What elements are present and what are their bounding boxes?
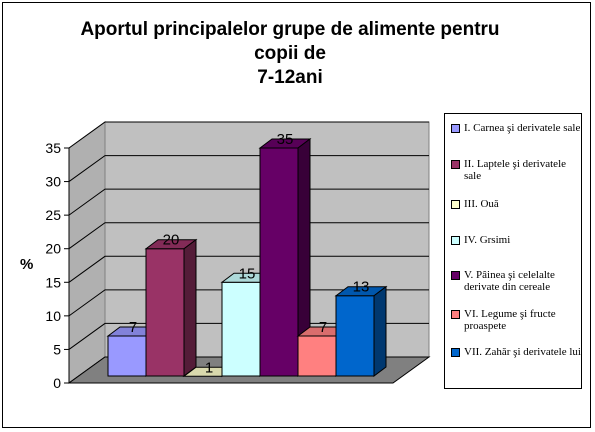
- y-tick-label-25: 25: [45, 207, 61, 223]
- bar-side-2: [183, 238, 197, 377]
- bar-front-5: [259, 147, 299, 377]
- gridline-10: [68, 289, 429, 317]
- legend-label-5: V. Pâinea şi celelalte derivate din cere…: [464, 269, 555, 293]
- legend-label-3: III. Ouă: [464, 198, 499, 210]
- chart-title-line-2: copii de: [254, 43, 326, 64]
- legend-swatch-4: [451, 236, 460, 245]
- data-label-2: 20: [163, 232, 180, 249]
- legend-swatch-3: [451, 200, 460, 209]
- legend-label-7: VII. Zahăr şi derivatele lui: [464, 346, 581, 358]
- legend-label-2: II. Laptele şi derivatele sale: [464, 158, 567, 182]
- y-axis-label: %: [20, 256, 34, 273]
- chart-title-line-1: Aportul principalelor grupe de alimente …: [80, 19, 500, 40]
- y-tick-label-0: 0: [53, 375, 61, 391]
- bar-front-2: [145, 248, 185, 377]
- legend-label-1: I. Carnea şi derivatele sale: [464, 122, 581, 134]
- gridline-30: [68, 155, 429, 182]
- bar-front-1: [107, 335, 147, 377]
- legend-swatch-7: [451, 348, 460, 357]
- legend-label-6: VI. Legume şi fructe proaspete: [464, 308, 556, 332]
- chart-title: Aportul principalelor grupe de alimente …: [30, 18, 550, 90]
- legend-swatch-5: [451, 271, 460, 280]
- chart-title-line-3: 7-12ani: [257, 67, 323, 88]
- gridline-15: [68, 255, 429, 283]
- side-wall: [68, 121, 106, 384]
- y-tick-label-5: 5: [53, 341, 61, 357]
- legend-label-4: IV. Grsimi: [464, 234, 511, 246]
- legend-swatch-6: [451, 310, 460, 319]
- data-label-5: 35: [277, 131, 294, 148]
- bar-front-7: [335, 295, 375, 377]
- legend-swatch-2: [451, 160, 460, 169]
- y-tick-label-30: 30: [45, 174, 61, 190]
- bar-side-7: [373, 285, 387, 377]
- gridline-20: [68, 222, 429, 250]
- data-label-3: 1: [205, 359, 213, 376]
- y-tick-label-10: 10: [45, 308, 61, 324]
- data-label-7: 13: [353, 279, 370, 296]
- data-label-6: 7: [319, 319, 327, 336]
- gridline-5: [68, 322, 429, 350]
- chart-legend: I. Carnea şi derivatele sale II. Laptele…: [444, 113, 582, 389]
- bar-front-4: [221, 281, 261, 377]
- y-tick-label-35: 35: [45, 140, 61, 156]
- bar-front-6: [297, 335, 337, 377]
- data-label-4: 15: [239, 265, 256, 282]
- gridline-35: [68, 121, 429, 149]
- legend-swatch-1: [451, 124, 460, 133]
- gridline-25: [68, 188, 429, 216]
- y-tick-label-20: 20: [45, 241, 61, 257]
- y-tick-label-15: 15: [45, 274, 61, 290]
- data-label-1: 7: [129, 319, 137, 336]
